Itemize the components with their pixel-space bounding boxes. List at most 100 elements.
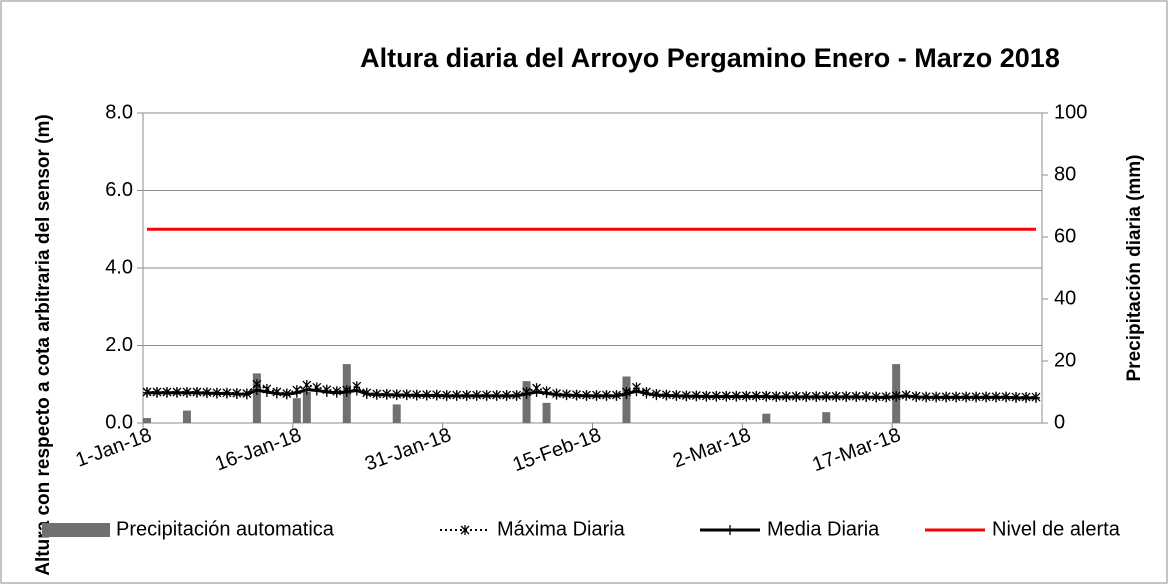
point-marker: [402, 390, 411, 401]
point-marker: [872, 392, 881, 403]
point-marker: [182, 387, 191, 398]
y-tick-label: 0.0: [105, 411, 133, 433]
point-marker: [362, 388, 371, 399]
point-marker: [502, 390, 511, 401]
point-marker: [312, 385, 321, 396]
point-marker: [532, 387, 541, 397]
point-marker: [512, 390, 521, 401]
point-marker: [202, 388, 211, 399]
y2-tick-label: 20: [1054, 349, 1076, 371]
point-marker: [692, 391, 701, 402]
legend-label: Máxima Diaria: [497, 518, 626, 540]
bar: [392, 404, 401, 423]
y2-tick-label: 80: [1054, 163, 1076, 185]
legend-label: Nivel de alerta: [992, 518, 1121, 540]
point-marker: [652, 390, 661, 401]
point-marker: [972, 392, 981, 403]
point-marker: [1002, 392, 1011, 403]
point-marker: [622, 388, 631, 399]
point-marker: [442, 390, 451, 401]
point-marker: [602, 390, 611, 401]
point-marker: [762, 391, 771, 402]
legend-marker: [460, 525, 470, 535]
point-marker: [462, 390, 471, 401]
point-marker: [982, 392, 991, 403]
y-tick-label: 8.0: [105, 101, 133, 123]
point-marker: [152, 387, 161, 398]
point-marker: [222, 388, 231, 399]
point-marker: [472, 390, 481, 401]
point-marker: [822, 392, 831, 403]
y-tick-label: 6.0: [105, 179, 133, 201]
chart-title: Altura diaria del Arroyo Pergamino Enero…: [360, 43, 1060, 73]
point-marker: [342, 387, 351, 397]
point-marker: [242, 389, 251, 400]
point-marker: [352, 385, 361, 396]
y2-tick-label: 60: [1054, 225, 1076, 247]
point-marker: [262, 387, 271, 397]
point-marker: [902, 390, 911, 401]
point-marker: [672, 390, 681, 401]
point-marker: [952, 392, 961, 403]
bar: [302, 392, 311, 423]
point-marker: [752, 391, 761, 402]
y-tick-label: 2.0: [105, 334, 133, 356]
bar: [143, 418, 151, 423]
point-marker: [422, 390, 431, 401]
point-marker: [572, 390, 581, 401]
point-marker: [612, 390, 621, 401]
point-marker: [732, 391, 741, 402]
point-marker: [782, 392, 791, 403]
legend-marker: [726, 525, 734, 535]
point-marker: [802, 392, 811, 403]
point-marker: [862, 392, 871, 403]
point-marker: [542, 388, 551, 399]
point-marker: [482, 390, 491, 401]
bar: [822, 412, 831, 423]
point-marker: [392, 390, 401, 401]
point-marker: [432, 390, 441, 401]
bar: [762, 413, 771, 423]
point-marker: [582, 390, 591, 401]
y-tick-label: 4.0: [105, 256, 133, 278]
bar: [522, 381, 531, 423]
point-marker: [632, 386, 641, 397]
point-marker: [852, 392, 861, 403]
point-marker: [143, 387, 151, 398]
point-marker: [842, 392, 851, 403]
bar: [252, 373, 261, 423]
legend-label: Precipitación automatica: [116, 518, 335, 540]
point-marker: [382, 389, 391, 400]
point-marker: [322, 387, 331, 397]
bar: [292, 398, 301, 423]
point-marker: [272, 388, 281, 399]
point-marker: [772, 392, 781, 403]
point-marker: [992, 392, 1001, 403]
point-marker: [702, 391, 711, 402]
point-marker: [832, 392, 841, 403]
point-marker: [452, 390, 461, 401]
point-marker: [922, 392, 931, 403]
point-marker: [372, 389, 381, 400]
bar: [622, 376, 631, 423]
point-marker: [592, 390, 601, 401]
point-marker: [792, 392, 801, 403]
point-marker: [662, 390, 671, 401]
point-marker: [302, 384, 311, 395]
y-axis-label-text: Altura con respecto a cota arbitraria de…: [33, 114, 54, 575]
point-marker: [172, 387, 181, 398]
point-marker: [162, 387, 171, 398]
y2-tick-label: 100: [1054, 101, 1087, 123]
bar: [542, 402, 551, 423]
point-marker: [412, 390, 421, 401]
bar: [182, 410, 191, 423]
point-marker: [932, 392, 941, 403]
y2-axis-label: Precipitación diaria (mm): [1124, 154, 1145, 381]
point-marker: [232, 388, 241, 399]
point-marker: [1022, 392, 1031, 403]
legend-label: Media Diaria: [767, 518, 880, 540]
point-marker: [332, 387, 341, 398]
point-marker: [892, 391, 901, 402]
